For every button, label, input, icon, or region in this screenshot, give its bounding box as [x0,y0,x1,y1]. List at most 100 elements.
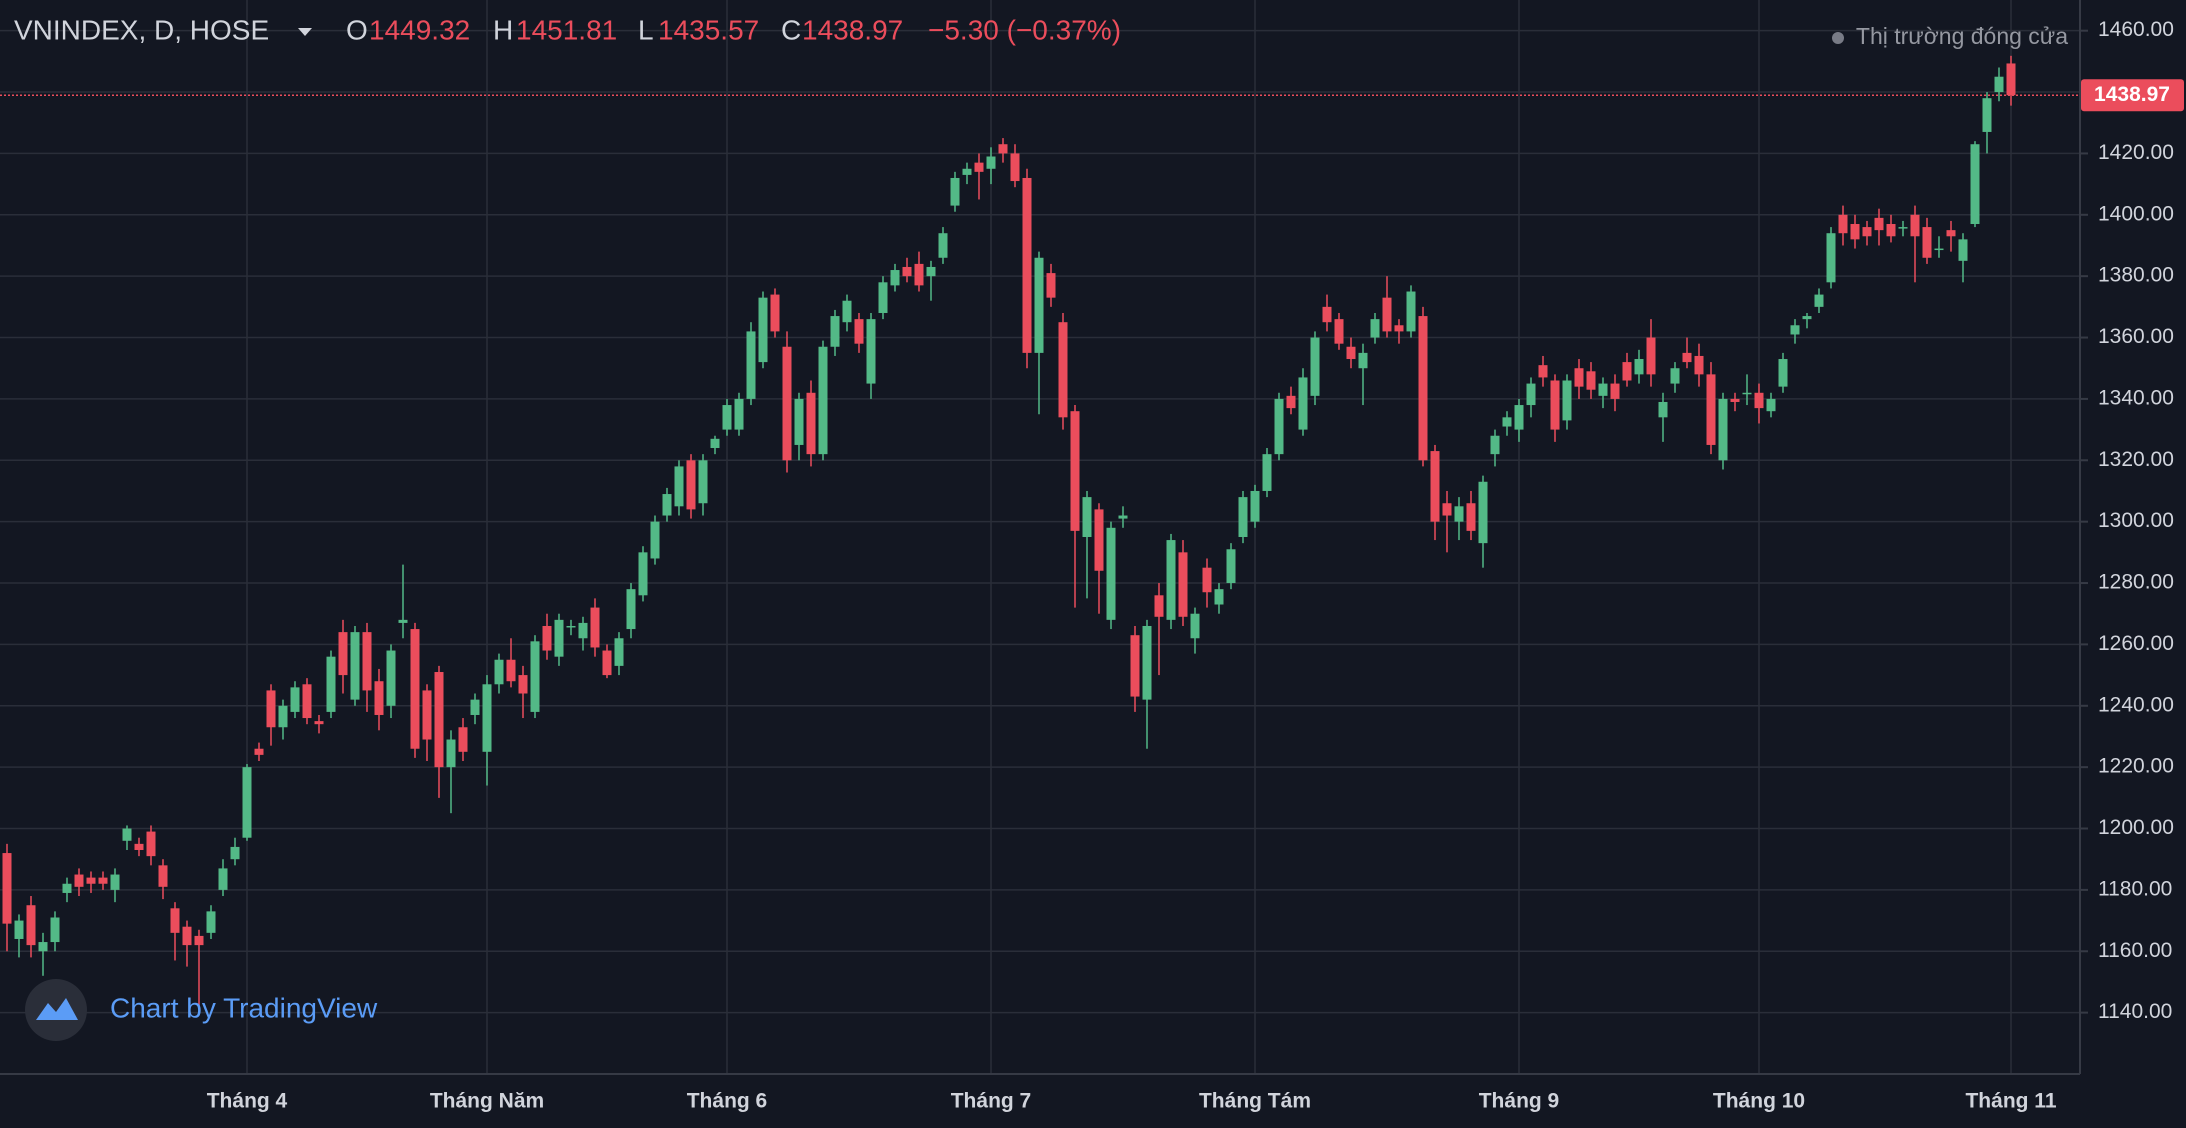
candle-body [746,331,756,399]
last-price-box [2081,79,2184,112]
y-tick-label: 1200.00 [2098,816,2174,839]
close-value: 1438.97 [802,14,903,45]
candle-body [710,438,720,449]
candle-body [434,672,444,768]
candle-body [1910,214,1920,237]
candle-body [986,156,996,169]
candle-body [242,767,252,838]
candle-body [494,659,504,685]
candle-body [614,638,624,666]
y-tick-label: 1160.00 [2098,939,2172,962]
candle-body [326,656,336,712]
candle-body [1982,98,1992,132]
candle-body [590,607,600,648]
candle-body [218,868,228,890]
candle-body [86,877,96,884]
symbol[interactable]: VNINDEX, D, HOSE [14,14,269,45]
x-tick-label: Tháng 9 [1479,1090,1560,1113]
candle-body [374,681,384,715]
candle-body [1046,273,1056,298]
y-tick-label: 1320.00 [2098,448,2174,471]
candle-body [170,908,180,933]
candle-body [806,392,816,455]
candle-body [1538,365,1548,378]
candle-body [1766,398,1776,412]
y-tick-label: 1420.00 [2098,141,2174,164]
candle-body [1238,497,1248,537]
candle-body [1826,233,1836,283]
open-value: 1449.32 [369,14,470,45]
y-tick-label: 1360.00 [2098,325,2174,348]
candle-body [1646,337,1656,375]
candle-body [26,905,36,946]
candle-body [254,748,264,755]
y-tick-label: 1240.00 [2098,693,2174,716]
candle-body [1610,383,1620,399]
candle-body [1166,540,1176,620]
candle-body [626,589,636,630]
change-value: −5.30 (−0.37%) [928,14,1121,45]
candle-body [158,865,168,887]
axes: 1140.00 1160.00 1180.00 1200.00 1220.00 1240.… [207,18,2184,1113]
candle-body [758,297,768,363]
x-tick-label: Tháng 6 [687,1090,768,1113]
candle-body [950,177,960,206]
candle-body [854,319,864,344]
candle-body [794,398,804,445]
candle-body [1382,297,1392,332]
candle-body [458,727,468,752]
candle-body [1394,325,1404,332]
candle-body [1922,227,1932,258]
candle-body [386,650,396,706]
candle-body [1334,319,1344,344]
candle-body [1274,398,1284,455]
candle-body [1586,371,1596,390]
candle-body [1994,76,2004,93]
watermark[interactable]: Chart by TradingView [110,992,378,1023]
candle-body [1754,392,1764,409]
candle-body [698,460,708,504]
candle-body [446,739,456,768]
candle-body [398,619,408,623]
candle-body [1862,227,1872,237]
y-tick-label: 1280.00 [2098,571,2174,594]
candle-body [1358,352,1368,369]
candle-body [1082,497,1092,537]
x-tick-label: Tháng 10 [1713,1090,1805,1113]
candle-body [1070,411,1080,531]
tradingview-logo[interactable] [25,979,87,1041]
candle-body [662,494,672,516]
candle-body [542,625,552,651]
candle-body [1226,549,1236,584]
candle-body [1430,451,1440,522]
candle-body [1778,359,1788,387]
candle-body [1802,316,1812,320]
symbol-dropdown[interactable] [298,28,312,36]
candle-body [146,831,156,857]
candle-body [770,294,780,332]
candle-body [842,300,852,323]
candle-body [998,144,1008,154]
y-tick-label: 1460.00 [2098,18,2174,41]
candle-body [422,690,432,740]
candle-body [1730,398,1740,402]
candle-body [878,282,888,313]
candle-body [902,266,912,277]
candle-body [1598,383,1608,396]
candle-body [1094,509,1104,571]
candle-body [110,874,120,890]
ohlc-letter: L [638,14,654,45]
status-dot [1832,32,1844,44]
candle-body [638,552,648,596]
candle-body [830,316,840,347]
candle-body [1838,214,1848,234]
candle-body [1622,362,1632,381]
candle-body [1502,417,1512,427]
candle-body [1946,230,1956,237]
y-tick-label: 1300.00 [2098,509,2174,532]
candle-body [1010,153,1020,182]
candle-body [914,263,924,286]
ohlc-letter: H [493,14,513,45]
